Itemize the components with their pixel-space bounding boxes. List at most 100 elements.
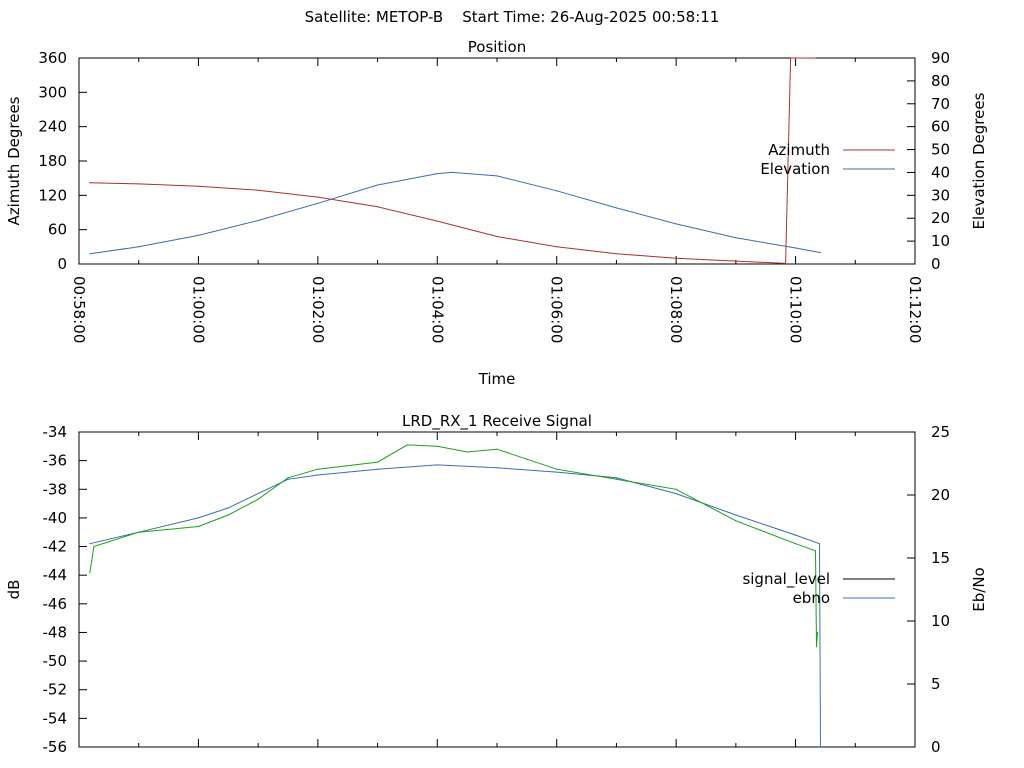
y-axis-label: Azimuth Degrees bbox=[5, 96, 23, 225]
y-tick-label: -38 bbox=[43, 480, 68, 498]
chart-title: LRD_RX_1 Receive Signal bbox=[402, 412, 592, 431]
data-point bbox=[675, 257, 677, 259]
data-point bbox=[735, 520, 737, 522]
y2-tick-label: 25 bbox=[931, 423, 950, 441]
data-point bbox=[89, 182, 91, 184]
data-point bbox=[735, 260, 737, 262]
data-point bbox=[466, 451, 468, 453]
data-point bbox=[197, 525, 200, 528]
y2-axis-label: Eb/No bbox=[970, 567, 988, 611]
series-line-unnamed-2 bbox=[89, 444, 818, 647]
chart-title: Position bbox=[468, 38, 526, 56]
y-tick-label: -36 bbox=[43, 452, 68, 470]
data-point bbox=[376, 206, 379, 208]
y-tick-label: -50 bbox=[43, 652, 68, 670]
data-point bbox=[257, 498, 259, 500]
data-point bbox=[89, 571, 91, 573]
y-tick-label: -44 bbox=[43, 566, 68, 584]
y2-tick-label: 0 bbox=[931, 255, 941, 273]
data-point bbox=[496, 175, 498, 177]
data-point bbox=[317, 474, 319, 476]
x-tick-label: 01:06:00 bbox=[548, 276, 566, 343]
data-point bbox=[794, 247, 797, 249]
x-tick-label: 01:00:00 bbox=[189, 276, 207, 343]
data-point bbox=[675, 223, 677, 225]
y2-tick-label: 50 bbox=[931, 141, 950, 159]
data-point bbox=[451, 171, 453, 174]
data-point bbox=[89, 253, 91, 255]
data-point bbox=[675, 488, 677, 490]
data-point bbox=[819, 251, 822, 254]
data-point bbox=[794, 534, 797, 536]
x-tick-label: 01:02:00 bbox=[309, 276, 327, 343]
data-point bbox=[556, 246, 558, 248]
plot-frame bbox=[78, 431, 916, 748]
header-title: Satellite: METOP-B Start Time: 26-Aug-20… bbox=[304, 8, 720, 26]
y-tick-label: -42 bbox=[43, 538, 68, 556]
data-point bbox=[197, 517, 200, 519]
data-point bbox=[436, 464, 438, 466]
x-axis-label: Time bbox=[478, 370, 516, 388]
data-point bbox=[496, 467, 498, 469]
y-tick-label: -46 bbox=[43, 595, 68, 613]
legend-label: Azimuth bbox=[768, 141, 830, 159]
data-point bbox=[197, 234, 200, 236]
data-point bbox=[287, 477, 289, 479]
y2-tick-label: 90 bbox=[931, 49, 950, 67]
data-point bbox=[556, 468, 558, 470]
y-tick-label: -48 bbox=[43, 623, 68, 641]
y2-tick-label: 10 bbox=[931, 612, 950, 630]
data-point bbox=[257, 219, 259, 222]
y-tick-label: 300 bbox=[38, 83, 67, 101]
y-axis-label: dB bbox=[5, 580, 23, 600]
data-point bbox=[615, 207, 618, 209]
data-point bbox=[89, 543, 91, 545]
legend-label: Elevation bbox=[760, 160, 830, 178]
y2-tick-label: 5 bbox=[931, 675, 941, 693]
y2-tick-label: 20 bbox=[931, 486, 950, 504]
data-point bbox=[615, 478, 618, 480]
series-line-Azimuth bbox=[89, 57, 816, 264]
data-point bbox=[735, 514, 737, 516]
series-line-Elevation bbox=[89, 171, 821, 255]
y2-tick-label: 0 bbox=[931, 738, 941, 756]
data-point bbox=[815, 646, 818, 648]
data-point bbox=[93, 545, 95, 548]
y-tick-label: 60 bbox=[48, 221, 67, 239]
data-point bbox=[735, 237, 737, 239]
data-point bbox=[317, 468, 319, 470]
data-point bbox=[615, 253, 618, 255]
data-point bbox=[376, 184, 379, 186]
data-point bbox=[257, 189, 259, 191]
y-tick-label: 360 bbox=[38, 49, 67, 67]
data-point bbox=[436, 220, 438, 222]
data-point bbox=[376, 461, 379, 463]
data-point bbox=[257, 492, 259, 495]
data-point bbox=[376, 468, 379, 470]
x-tick-label: 01:12:00 bbox=[906, 276, 924, 343]
data-point bbox=[814, 550, 817, 552]
legend-label: signal_level bbox=[742, 570, 830, 589]
y2-tick-label: 15 bbox=[931, 549, 950, 567]
data-point bbox=[496, 235, 498, 238]
data-point bbox=[675, 492, 677, 495]
data-point bbox=[436, 445, 438, 447]
y2-tick-label: 60 bbox=[931, 118, 950, 136]
data-point bbox=[287, 478, 289, 480]
y-tick-label: -40 bbox=[43, 509, 68, 527]
data-point bbox=[436, 172, 438, 175]
data-point bbox=[789, 57, 792, 59]
data-point bbox=[819, 746, 822, 748]
y2-axis-label: Elevation Degrees bbox=[970, 92, 988, 229]
x-tick-label: 00:58:00 bbox=[70, 276, 88, 343]
legend-label: ebno bbox=[793, 589, 830, 607]
y-tick-label: -52 bbox=[43, 681, 68, 699]
data-point bbox=[526, 458, 528, 460]
data-point bbox=[814, 57, 817, 59]
y2-tick-label: 70 bbox=[931, 95, 950, 113]
data-point bbox=[556, 190, 558, 192]
y2-tick-label: 10 bbox=[931, 232, 950, 250]
data-point bbox=[496, 448, 498, 450]
y-tick-label: 240 bbox=[38, 118, 67, 136]
data-point bbox=[227, 514, 229, 516]
